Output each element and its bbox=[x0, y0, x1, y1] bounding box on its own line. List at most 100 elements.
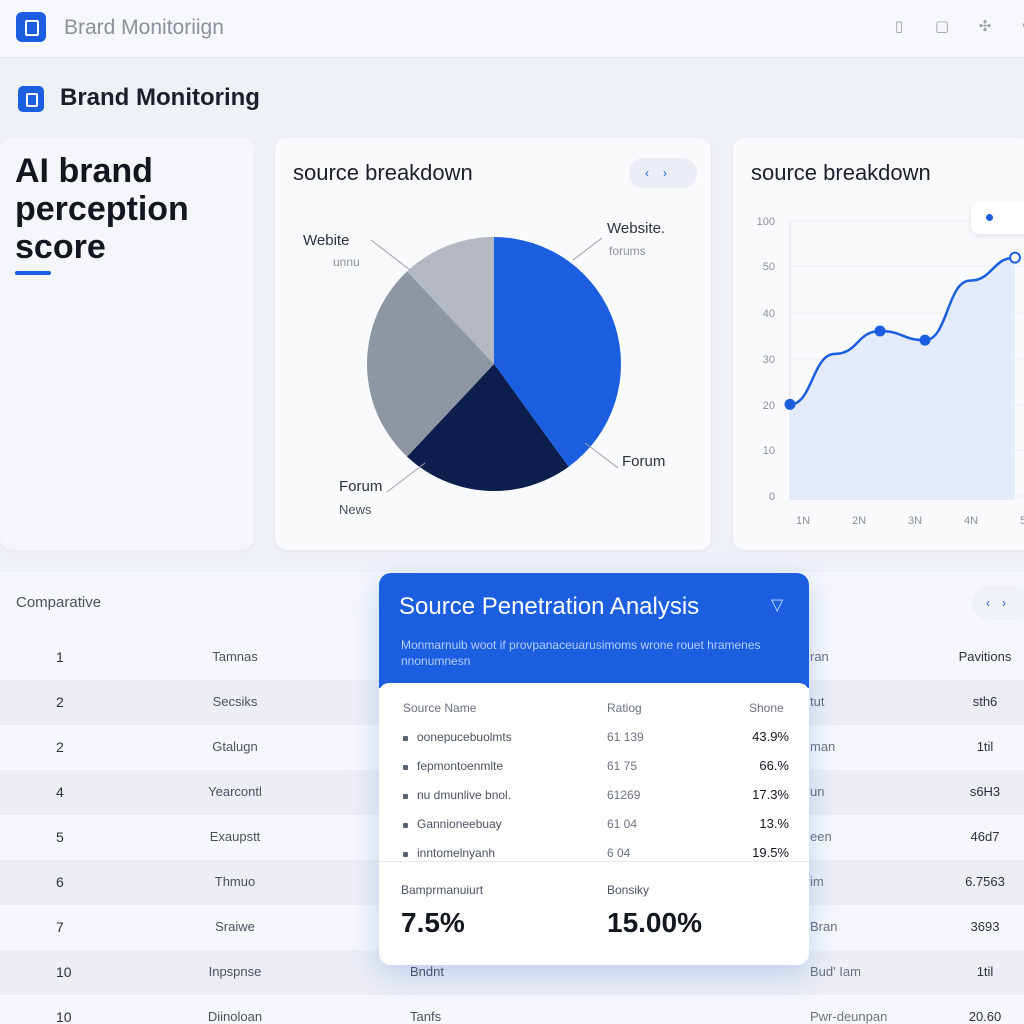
table-cell-col2: Sraiwe bbox=[215, 919, 255, 934]
line-chart: 0 10 20 30 40 50 100 1N 2N 3N 4N 5N bbox=[757, 216, 1024, 527]
y-tick-label: 100 bbox=[757, 216, 775, 228]
score-title: AI brand perception score bbox=[15, 152, 189, 266]
panel-row[interactable]: Gannioneebuay 61 04 13.% bbox=[379, 812, 809, 842]
line-area bbox=[790, 257, 1015, 500]
pie-period-toggle[interactable]: ‹› bbox=[629, 158, 697, 188]
pie-leader-line bbox=[572, 237, 603, 261]
pie-leader-line bbox=[370, 239, 411, 271]
panel-col-source: Source Name bbox=[403, 701, 477, 715]
panel-cell-name: inntomelnyanh bbox=[417, 846, 496, 860]
bullet-icon bbox=[403, 852, 408, 857]
table-row[interactable]: 1 Tamnas ran Pavitions bbox=[0, 635, 1024, 680]
panel-cell-pct: 13.% bbox=[759, 816, 789, 831]
table-cell-col2: Inpspnse bbox=[208, 964, 262, 979]
table-cell-col2: Gtalugn bbox=[212, 739, 258, 754]
table-cell-col4: im bbox=[810, 874, 824, 889]
pie-label-news: News bbox=[339, 502, 372, 517]
panel-title: Source Penetration Analysis bbox=[399, 593, 700, 620]
pie-slice-0[interactable] bbox=[494, 237, 621, 467]
x-tick-label: 2N bbox=[852, 515, 866, 527]
table-options-button[interactable]: ‹› bbox=[972, 586, 1024, 620]
panel-row[interactable]: fepmontoenmlte 61 75 66.% bbox=[379, 754, 809, 784]
panel-body: Source Name Ratiog Shone oonepucebuolmts… bbox=[379, 683, 809, 965]
pie-chart bbox=[367, 237, 621, 493]
table-cell-num: 10 bbox=[56, 1009, 72, 1024]
table-cell-num: 2 bbox=[56, 739, 64, 755]
user-icon[interactable]: ◔ bbox=[1018, 18, 1024, 35]
y-tick-label: 10 bbox=[763, 445, 775, 457]
perception-score-card: AI brand perception score bbox=[0, 138, 254, 550]
table-cell-col2: Yearcontl bbox=[208, 784, 262, 799]
table-cell-col5: 46d7 bbox=[970, 829, 1000, 844]
settings-icon[interactable]: ✣ bbox=[978, 18, 992, 35]
panel-description: Monmarnuib woot if provpanaceuarusimoms … bbox=[401, 638, 761, 668]
y-tick-label: 30 bbox=[763, 354, 775, 366]
data-point[interactable] bbox=[874, 325, 886, 337]
pie-sublabel-website-left: unnu bbox=[333, 255, 360, 269]
table-row[interactable]: 10 Diinoloan Tanfs Pwr-deunpan 20.60 bbox=[0, 995, 1024, 1024]
source-breakdown-line-card: source breakdown 0 10 20 30 40 50 100 1N 2N 3N 4N 5… bbox=[733, 138, 1024, 550]
app-title: Brard Monitoriign bbox=[64, 16, 224, 39]
table-cell-col5: 20.60 bbox=[968, 1009, 1002, 1024]
source-penetration-panel: Source Penetration Analysis ▽ Monmarnuib… bbox=[379, 573, 809, 965]
pie-card-title: source breakdown bbox=[293, 160, 473, 185]
help-icon[interactable]: ▢ bbox=[934, 18, 950, 35]
panel-row[interactable]: nu dmunlive bnol. 61269 17.3% bbox=[379, 783, 809, 813]
table-cell-num: 2 bbox=[56, 694, 64, 710]
table-row[interactable]: 7 Sraiwe Bran 3693 bbox=[0, 905, 1024, 950]
top-bar: Brard Monitoriign ▯ ▢ ✣ ◔ bbox=[0, 0, 1024, 58]
table-cell-num: 10 bbox=[56, 964, 72, 980]
panel-cell-name: Gannioneebuay bbox=[417, 817, 502, 831]
bullet-icon bbox=[403, 794, 408, 799]
pie-slice-1[interactable] bbox=[407, 364, 569, 491]
pie-label-website-left: Webite bbox=[303, 232, 350, 249]
panel-divider bbox=[379, 861, 809, 862]
brand-logo-icon bbox=[18, 86, 44, 112]
panel-cell-value: 61 04 bbox=[607, 817, 638, 831]
summary-value-2: 15.00% bbox=[607, 907, 702, 938]
data-point[interactable] bbox=[784, 398, 796, 410]
table-row[interactable]: 2 Gtalugn man 1til bbox=[0, 725, 1024, 770]
table-cell-col5: 1til bbox=[976, 739, 994, 754]
bullet-icon bbox=[403, 765, 408, 770]
panel-cell-pct: 43.9% bbox=[752, 729, 789, 744]
table-cell-col2: Exaupstt bbox=[209, 829, 261, 844]
table-cell-col4: man bbox=[810, 739, 836, 754]
pie-slice-3[interactable] bbox=[407, 237, 494, 364]
table-cell-col4: een bbox=[810, 829, 832, 844]
table-cell-num: 6 bbox=[56, 874, 64, 890]
panel-cell-value: 61 139 bbox=[607, 730, 644, 744]
y-tick-label: 20 bbox=[763, 400, 775, 412]
summary-value-1: 7.5% bbox=[401, 907, 465, 938]
table-cell-col5: 3693 bbox=[970, 919, 1000, 934]
data-point[interactable] bbox=[1009, 251, 1021, 264]
line-card-title: source breakdown bbox=[751, 160, 931, 185]
summary-label-1: Bamprmanuiurt bbox=[401, 883, 484, 897]
table-cell-col4: un bbox=[810, 784, 825, 799]
chevron-down-icon[interactable]: ▽ bbox=[771, 597, 784, 614]
panel-cell-pct: 19.5% bbox=[752, 845, 789, 860]
panel-icon[interactable]: ▯ bbox=[894, 18, 904, 35]
table-cell-col5: s6H3 bbox=[969, 784, 1001, 799]
table-row[interactable]: 5 Exaupstt een 46d7 bbox=[0, 815, 1024, 860]
line-legend[interactable] bbox=[971, 202, 1024, 234]
data-point[interactable] bbox=[919, 334, 931, 346]
y-tick-label: 0 bbox=[769, 491, 775, 503]
panel-row[interactable]: oonepucebuolmts 61 139 43.9% bbox=[379, 725, 809, 755]
pie-label-forum-right: Forum bbox=[622, 453, 666, 470]
table-cell-col5: sth6 bbox=[972, 694, 998, 709]
score-underline bbox=[15, 271, 51, 275]
table-cell-col2: Thmuo bbox=[214, 874, 256, 889]
pie-leader-line bbox=[584, 442, 619, 469]
panel-row[interactable]: inntomelnyanh 6 04 19.5% bbox=[379, 841, 809, 871]
y-tick-label: 40 bbox=[763, 308, 775, 320]
x-tick-label: 3N bbox=[908, 515, 922, 527]
app-logo-icon[interactable] bbox=[16, 12, 46, 42]
panel-cell-pct: 17.3% bbox=[752, 787, 789, 802]
pie-leader-line bbox=[386, 462, 426, 493]
table-cell-col2: Secsiks bbox=[212, 694, 258, 709]
pie-slice-2[interactable] bbox=[367, 271, 494, 457]
series-line bbox=[789, 256, 1016, 406]
x-tick-label: 1N bbox=[796, 515, 810, 527]
table-cell-num: 7 bbox=[56, 919, 64, 935]
